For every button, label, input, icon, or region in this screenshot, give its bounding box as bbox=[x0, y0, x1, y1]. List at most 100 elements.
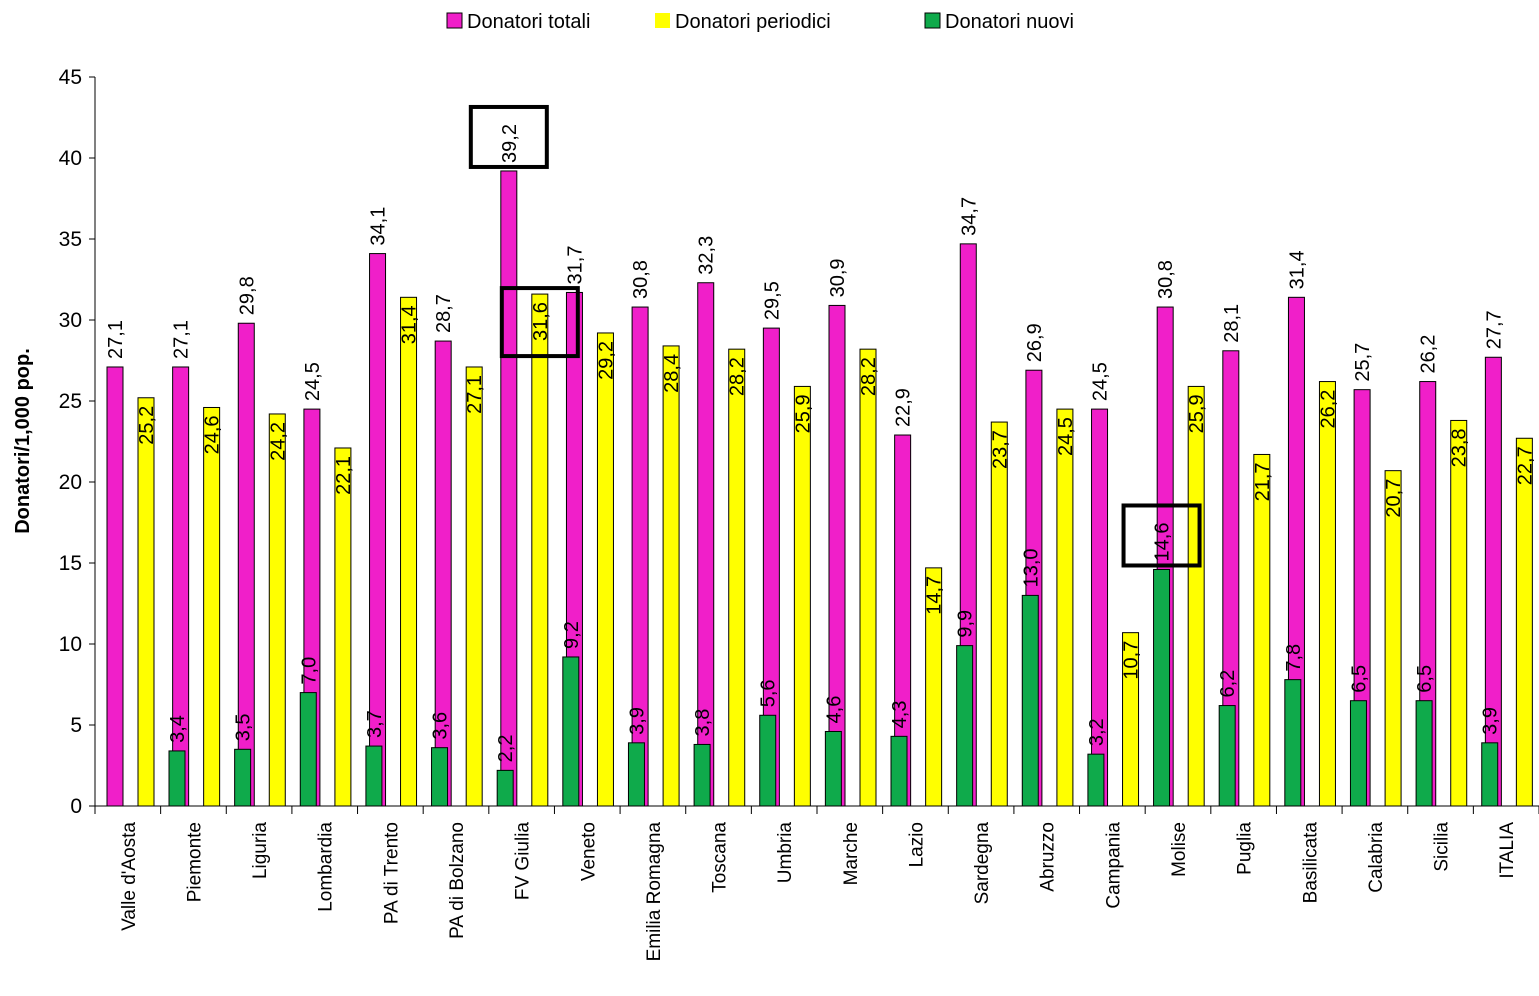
bar-nuovi bbox=[693, 743, 711, 807]
x-tick-label: Lazio bbox=[906, 822, 927, 867]
data-label: 23,8 bbox=[1449, 428, 1471, 467]
bar-totali bbox=[106, 366, 124, 807]
x-axis-ticks: Valle d'Aosta Piemonte Liguria Lombardia PA … bbox=[94, 806, 1539, 962]
data-label: 28,1 bbox=[1221, 304, 1243, 343]
x-tick-label: Veneto bbox=[578, 822, 599, 881]
bar-nuovi bbox=[496, 769, 514, 807]
x-tick-label: Emilia Romagna bbox=[644, 822, 665, 962]
bar-periodici bbox=[531, 293, 549, 807]
data-label: 6,2 bbox=[1217, 670, 1239, 698]
bar-periodici bbox=[1318, 381, 1336, 807]
data-label: 30,8 bbox=[1155, 260, 1177, 299]
data-label: 32,3 bbox=[696, 236, 718, 275]
legend-label: Donatori totali bbox=[467, 11, 590, 33]
x-tick-label: PA di Trento bbox=[381, 822, 402, 924]
legend-label: Donatori periodici bbox=[675, 11, 831, 33]
data-label: 26,9 bbox=[1024, 323, 1046, 362]
data-label: 28,4 bbox=[661, 354, 683, 393]
bar-nuovi bbox=[1481, 742, 1499, 807]
x-tick-label: Lombardia bbox=[316, 822, 337, 912]
data-label: 22,7 bbox=[1514, 446, 1536, 485]
data-label: 7,8 bbox=[1283, 644, 1305, 672]
data-label: 23,7 bbox=[989, 430, 1011, 469]
y-tick-label: 40 bbox=[59, 147, 82, 170]
y-tick-label: 35 bbox=[59, 228, 82, 251]
x-tick-label: Marche bbox=[841, 822, 862, 885]
bar-nuovi bbox=[562, 656, 580, 807]
data-label: 5,6 bbox=[758, 679, 780, 707]
data-label: 34,1 bbox=[368, 207, 390, 246]
bar-periodici bbox=[1384, 470, 1402, 807]
data-label: 26,2 bbox=[1317, 390, 1339, 429]
y-tick-label: 10 bbox=[59, 633, 82, 656]
bar-nuovi bbox=[956, 645, 974, 807]
y-tick-label: 0 bbox=[70, 795, 82, 818]
highlight-boxes bbox=[468, 104, 1202, 568]
data-label: 9,2 bbox=[561, 621, 583, 649]
bar-periodici bbox=[1187, 385, 1205, 807]
bar-periodici bbox=[990, 421, 1008, 807]
x-tick-label: Piemonte bbox=[184, 822, 205, 902]
data-label: 31,4 bbox=[1286, 250, 1308, 289]
y-tick-label: 25 bbox=[59, 390, 82, 413]
legend-label: Donatori nuovi bbox=[945, 11, 1074, 33]
highlight-box bbox=[499, 286, 580, 359]
data-label: 27,1 bbox=[171, 320, 193, 359]
data-label: 3,2 bbox=[1086, 718, 1108, 746]
bar-periodici bbox=[728, 348, 746, 807]
x-tick-label: Puglia bbox=[1235, 822, 1256, 875]
bars bbox=[106, 170, 1533, 807]
x-tick-label: Molise bbox=[1169, 822, 1190, 877]
data-label: 30,8 bbox=[630, 260, 652, 299]
bar-periodici bbox=[203, 406, 221, 807]
y-axis-ticks: 0 5 10 15 20 25 30 35 40 45 bbox=[59, 66, 95, 818]
x-tick-label: Umbria bbox=[775, 822, 796, 884]
data-label: 14,6 bbox=[1152, 523, 1174, 562]
bar-nuovi bbox=[1087, 753, 1105, 807]
data-label: 31,4 bbox=[399, 305, 421, 344]
data-label: 24,5 bbox=[1055, 417, 1077, 456]
data-label: 25,7 bbox=[1352, 343, 1374, 382]
data-label: 24,5 bbox=[1090, 362, 1112, 401]
bar-nuovi bbox=[1218, 705, 1236, 807]
data-label: 34,7 bbox=[958, 197, 980, 236]
y-tick-label: 30 bbox=[59, 309, 82, 332]
data-label: 25,9 bbox=[1186, 394, 1208, 433]
y-tick-label: 5 bbox=[70, 714, 82, 737]
bar-nuovi bbox=[168, 750, 186, 807]
bar-nuovi bbox=[627, 742, 645, 807]
bar-nuovi bbox=[299, 692, 317, 807]
data-label: 31,6 bbox=[530, 302, 552, 341]
data-label: 22,1 bbox=[333, 456, 355, 495]
bar-nuovi bbox=[759, 714, 777, 807]
legend-swatch bbox=[655, 13, 670, 28]
data-label: 13,0 bbox=[1020, 548, 1042, 587]
bar-totali bbox=[1484, 356, 1502, 807]
highlight-box bbox=[1121, 503, 1202, 568]
data-label: 3,8 bbox=[692, 709, 714, 737]
data-label: 2,2 bbox=[495, 735, 517, 763]
bar-totali bbox=[500, 170, 518, 807]
bar-periodici bbox=[1056, 408, 1074, 807]
data-label: 3,4 bbox=[167, 715, 189, 743]
x-tick-label: Toscana bbox=[710, 822, 731, 893]
data-label: 3,9 bbox=[626, 707, 648, 735]
data-label: 30,9 bbox=[827, 258, 849, 297]
data-label: 31,7 bbox=[564, 246, 586, 285]
bar-periodici bbox=[137, 397, 155, 807]
bar-periodici bbox=[793, 385, 811, 807]
data-label: 29,8 bbox=[236, 276, 258, 315]
data-label: 7,0 bbox=[298, 657, 320, 685]
data-label: 27,1 bbox=[464, 375, 486, 414]
x-tick-label: Abruzzo bbox=[1038, 822, 1059, 892]
data-label: 4,6 bbox=[823, 696, 845, 724]
bar-nuovi bbox=[824, 730, 842, 807]
data-label: 3,5 bbox=[233, 713, 255, 741]
x-tick-label: Valle d'Aosta bbox=[119, 822, 140, 931]
x-tick-label: FV Giulia bbox=[513, 822, 534, 901]
bar-periodici bbox=[1515, 437, 1533, 807]
bar-nuovi bbox=[1153, 568, 1171, 807]
y-tick-label: 20 bbox=[59, 471, 82, 494]
bar-periodici bbox=[268, 413, 286, 807]
